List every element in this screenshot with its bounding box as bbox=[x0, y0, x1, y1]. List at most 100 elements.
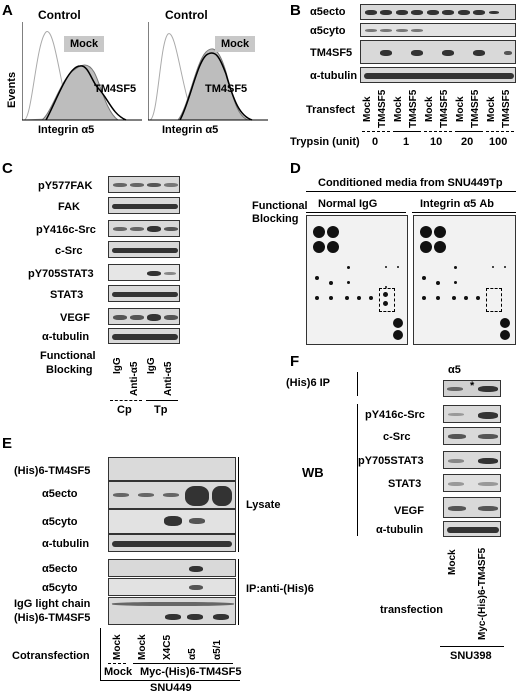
panel-e-lane-3: X4C5 bbox=[162, 634, 173, 660]
panel-b-blot-tubulin bbox=[360, 67, 516, 83]
panel-e-ip-row-a5ecto: α5ecto bbox=[42, 563, 78, 575]
panel-b-blot-a5cyto bbox=[360, 23, 516, 37]
panel-f-row-csrc: c-Src bbox=[383, 431, 411, 443]
panel-f-row-pysrc: pY416c-Src bbox=[365, 409, 425, 421]
panel-e-lysate-row-a5ecto: α5ecto bbox=[42, 488, 78, 500]
panel-b-group-line-3 bbox=[455, 131, 483, 132]
panel-c-blot-tubulin bbox=[108, 328, 180, 344]
panel-b-group-line-1 bbox=[393, 131, 421, 132]
panel-f-ip-divider bbox=[357, 372, 358, 396]
panel-c-blot-fak bbox=[108, 197, 180, 214]
panel-e-cotrans-bracket bbox=[100, 628, 101, 680]
panel-b-row-a5ecto: α5ecto bbox=[310, 6, 346, 18]
panel-c-blot-pysrc bbox=[108, 220, 180, 237]
panel-b-group-line-0 bbox=[362, 131, 390, 132]
panel-c-row-pysrc: pY416c-Src bbox=[36, 224, 96, 236]
panel-a-control-label-2: Control bbox=[165, 8, 208, 22]
panel-b-row-tm4sf5: TM4SF5 bbox=[310, 47, 353, 59]
panel-e-blot-ip-his bbox=[108, 597, 236, 625]
panel-f-row-tubulin: α-tubulin bbox=[376, 524, 424, 536]
panel-d-array-normal-igg bbox=[306, 215, 408, 345]
panel-f-blot-pystat3 bbox=[443, 451, 501, 469]
panel-b-lane-10: TM4SF5 bbox=[501, 89, 512, 128]
panel-b-lane-7: Mock bbox=[455, 96, 466, 122]
panel-b-trypsin-0: 0 bbox=[372, 136, 379, 148]
panel-e-lysate-row-his: (His)6-TM4SF5 bbox=[14, 465, 91, 477]
panel-c-row-tubulin: α-tubulin bbox=[42, 331, 90, 343]
panel-b-trypsin-1: 1 bbox=[403, 136, 410, 148]
panel-b-lane-1: Mock bbox=[362, 96, 373, 122]
panel-e-lysate-label: Lysate bbox=[246, 499, 281, 511]
panel-c-row-vegf: VEGF bbox=[60, 312, 90, 324]
panel-d-fb-label-1: Functional bbox=[252, 200, 308, 212]
panel-e-blot-lysate-tubulin bbox=[108, 534, 236, 552]
panel-e-blot-lysate-his bbox=[108, 457, 236, 481]
histogram-2 bbox=[148, 22, 268, 121]
panel-b-lane-2: TM4SF5 bbox=[377, 89, 388, 128]
panel-e-blot-lysate-a5ecto bbox=[108, 481, 236, 509]
panel-f-blot-vegf bbox=[443, 497, 501, 518]
panel-a-mock-label-2: Mock bbox=[215, 36, 256, 52]
panel-d-col-normal-igg: Normal IgG bbox=[318, 198, 378, 210]
panel-e-ip-row-igg: IgG light chain bbox=[14, 598, 91, 610]
panel-e-lysate-row-tubulin: α-tubulin bbox=[42, 538, 90, 550]
panel-b-lane-3: Mock bbox=[393, 96, 404, 122]
panel-f-row-stat3: STAT3 bbox=[388, 478, 422, 490]
panel-e-group-myc: Myc-(His)6-TM4SF5 bbox=[140, 666, 242, 678]
panel-f-wb-divider bbox=[357, 404, 358, 536]
panel-c-row-pystat3: pY705STAT3 bbox=[28, 268, 94, 280]
panel-d-col-integrin-ab: Integrin α5 Ab bbox=[420, 198, 494, 210]
panel-f-blot-csrc bbox=[443, 427, 501, 445]
panel-f-cell-label: SNU398 bbox=[450, 650, 492, 662]
panel-e-ip-row-his: (His)6-TM4SF5 bbox=[14, 612, 91, 624]
panel-f-letter: F bbox=[290, 353, 300, 370]
panel-a-events-label: Events bbox=[6, 71, 18, 108]
panel-c-lane-2: Anti-α5 bbox=[129, 361, 140, 396]
panel-e-lane-5: α5/1 bbox=[212, 639, 223, 660]
panel-b-lane-9: Mock bbox=[486, 96, 497, 122]
panel-c-blot-csrc bbox=[108, 241, 180, 258]
panel-c-lane-4: Anti-α5 bbox=[163, 361, 174, 396]
panel-b-trypsin-10: 10 bbox=[430, 136, 443, 148]
panel-b-row-tubulin: α-tubulin bbox=[310, 70, 358, 82]
panel-d-col-line-1 bbox=[306, 212, 406, 213]
panel-b-lane-8: TM4SF5 bbox=[470, 89, 481, 128]
panel-a-mock-label-1: Mock bbox=[64, 36, 105, 52]
panel-b-row-a5cyto: α5cyto bbox=[310, 25, 346, 37]
panel-b-lane-6: TM4SF5 bbox=[439, 89, 450, 128]
panel-a-integrin-label-1: Integrin α5 bbox=[38, 124, 95, 136]
panel-e-letter: E bbox=[2, 435, 13, 452]
panel-f-blot-tubulin bbox=[443, 521, 501, 537]
panel-f-blot-stat3 bbox=[443, 474, 501, 492]
panel-c-lane-3: IgG bbox=[146, 357, 157, 374]
panel-a-integrin-label-2: Integrin α5 bbox=[162, 124, 219, 136]
panel-e-lane-4: α5 bbox=[187, 648, 198, 660]
panel-d-array-integrin-ab bbox=[413, 215, 516, 345]
panel-e-lane-1: Mock bbox=[112, 634, 123, 660]
panel-c-row-fak: FAK bbox=[58, 201, 80, 213]
panel-b-lane-5: Mock bbox=[424, 96, 435, 122]
panel-f-blot-pysrc bbox=[443, 405, 501, 423]
panel-e-ip-bracket bbox=[238, 559, 239, 625]
panel-e-blot-ip-a5cyto bbox=[108, 578, 236, 596]
panel-c-fb-label-1: Functional bbox=[40, 350, 96, 362]
panel-c-row-csrc: c-Src bbox=[55, 245, 83, 257]
panel-f-ip-row-a5: α5 bbox=[448, 364, 461, 376]
panel-f-cell-line bbox=[440, 646, 504, 647]
panel-f-row-pystat3: pY705STAT3 bbox=[358, 455, 424, 467]
panel-e-lane-2: Mock bbox=[137, 634, 148, 660]
panel-c-blot-stat3 bbox=[108, 285, 180, 302]
panel-d-title-line bbox=[306, 191, 516, 192]
panel-d-col-line-2 bbox=[412, 212, 516, 213]
panel-b-trypsin-20: 20 bbox=[461, 136, 474, 148]
panel-c-blot-pyfak bbox=[108, 176, 180, 193]
panel-c-fb-label-2: Blocking bbox=[46, 364, 93, 376]
histogram-1 bbox=[22, 22, 142, 121]
panel-c-group-cp: Cp bbox=[117, 404, 132, 416]
panel-d-fb-label-2: Blocking bbox=[252, 213, 299, 225]
panel-b-transfect-label: Transfect bbox=[306, 104, 355, 116]
panel-f-ip-label: (His)6 IP bbox=[286, 377, 331, 389]
panel-e-blot-ip-a5ecto bbox=[108, 559, 236, 577]
panel-a-control-label-1: Control bbox=[38, 8, 81, 22]
panel-e-group-mock: Mock bbox=[104, 666, 133, 678]
